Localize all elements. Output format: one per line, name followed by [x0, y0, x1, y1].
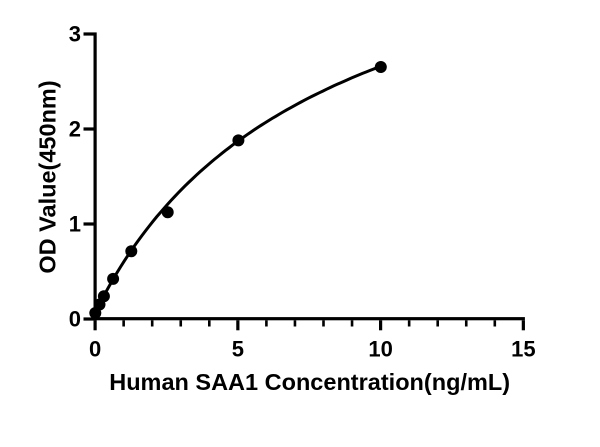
svg-text:0: 0: [89, 337, 101, 362]
svg-text:OD Value(450nm): OD Value(450nm): [35, 80, 61, 273]
svg-text:0: 0: [69, 307, 81, 332]
svg-text:15: 15: [511, 337, 535, 362]
svg-text:2: 2: [69, 117, 81, 142]
svg-text:1: 1: [69, 212, 81, 237]
svg-text:5: 5: [232, 337, 244, 362]
svg-text:10: 10: [368, 337, 392, 362]
svg-text:3: 3: [69, 22, 81, 47]
svg-text:Human SAA1 Concentration(ng/mL: Human SAA1 Concentration(ng/mL): [109, 369, 510, 395]
